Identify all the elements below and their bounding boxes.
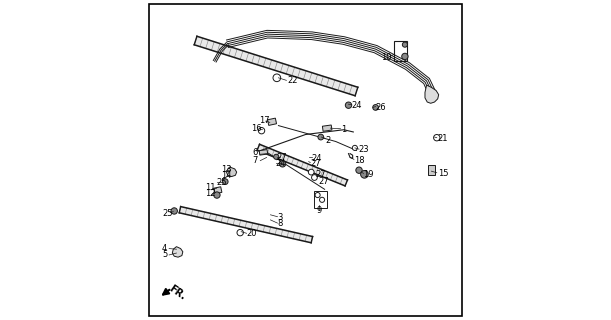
Text: 27: 27 bbox=[315, 171, 326, 180]
Polygon shape bbox=[227, 167, 236, 177]
Circle shape bbox=[356, 167, 362, 173]
Text: 15: 15 bbox=[437, 169, 448, 178]
Text: 1: 1 bbox=[341, 125, 346, 134]
Polygon shape bbox=[172, 247, 183, 257]
Circle shape bbox=[222, 179, 228, 185]
Circle shape bbox=[171, 208, 177, 214]
Text: 2: 2 bbox=[326, 136, 331, 145]
Circle shape bbox=[360, 171, 368, 178]
Circle shape bbox=[273, 74, 280, 82]
Text: 14: 14 bbox=[221, 172, 232, 180]
Text: 23: 23 bbox=[358, 145, 368, 154]
Circle shape bbox=[312, 175, 317, 180]
Text: 3: 3 bbox=[278, 213, 283, 222]
Text: 7: 7 bbox=[252, 156, 257, 164]
Polygon shape bbox=[179, 207, 313, 243]
Text: 25: 25 bbox=[162, 209, 173, 218]
Text: 10: 10 bbox=[381, 53, 392, 62]
Circle shape bbox=[214, 192, 220, 198]
Text: 18: 18 bbox=[354, 156, 365, 164]
Polygon shape bbox=[268, 118, 277, 125]
Circle shape bbox=[279, 161, 286, 167]
Text: 8: 8 bbox=[278, 219, 283, 228]
Text: 11: 11 bbox=[205, 183, 216, 192]
Text: 27: 27 bbox=[276, 153, 287, 162]
Circle shape bbox=[274, 154, 279, 159]
Text: 12: 12 bbox=[205, 189, 216, 198]
Text: 20: 20 bbox=[247, 229, 257, 238]
Text: 24: 24 bbox=[275, 159, 286, 168]
Text: FR.: FR. bbox=[167, 284, 188, 302]
Text: 24: 24 bbox=[352, 101, 362, 110]
Text: 5: 5 bbox=[162, 251, 167, 260]
Polygon shape bbox=[323, 125, 332, 131]
Text: 25: 25 bbox=[216, 178, 227, 187]
Text: 17: 17 bbox=[259, 116, 270, 125]
Circle shape bbox=[315, 193, 320, 197]
Text: 27: 27 bbox=[310, 159, 321, 168]
Text: 9: 9 bbox=[316, 206, 322, 215]
Circle shape bbox=[401, 53, 408, 60]
Text: 22: 22 bbox=[287, 76, 298, 85]
Text: 21: 21 bbox=[437, 134, 448, 143]
Polygon shape bbox=[194, 36, 358, 96]
Polygon shape bbox=[428, 165, 435, 175]
Text: 6: 6 bbox=[252, 148, 257, 157]
Text: 16: 16 bbox=[251, 124, 262, 132]
Circle shape bbox=[309, 169, 314, 175]
Polygon shape bbox=[214, 187, 222, 194]
Polygon shape bbox=[259, 149, 268, 155]
Circle shape bbox=[403, 42, 408, 47]
Polygon shape bbox=[425, 85, 439, 103]
Circle shape bbox=[345, 102, 352, 108]
Text: 26: 26 bbox=[376, 103, 386, 112]
Polygon shape bbox=[257, 144, 348, 186]
Bar bbox=[394, 42, 408, 61]
Circle shape bbox=[434, 134, 440, 141]
Circle shape bbox=[353, 145, 357, 150]
Circle shape bbox=[318, 134, 324, 140]
Text: 4: 4 bbox=[162, 244, 167, 253]
Circle shape bbox=[373, 105, 378, 110]
Circle shape bbox=[320, 197, 324, 202]
Bar bbox=[315, 191, 327, 208]
Text: 24: 24 bbox=[312, 154, 323, 163]
Text: 27: 27 bbox=[319, 177, 329, 186]
Text: 19: 19 bbox=[364, 170, 374, 179]
Text: 13: 13 bbox=[221, 165, 232, 174]
Circle shape bbox=[258, 127, 265, 134]
Circle shape bbox=[237, 229, 243, 236]
